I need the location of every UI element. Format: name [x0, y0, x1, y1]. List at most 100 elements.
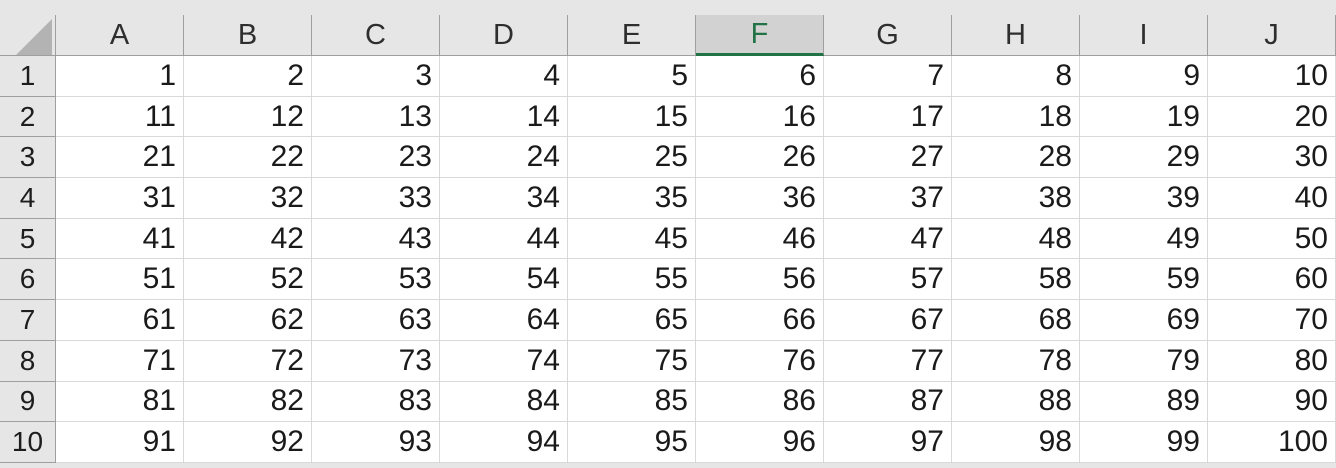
- row-header-9[interactable]: 9: [0, 381, 56, 423]
- cell-C7[interactable]: 63: [312, 300, 440, 341]
- cell-C8[interactable]: 73: [312, 340, 440, 382]
- cell-E3[interactable]: 25: [568, 137, 696, 179]
- cell-F8[interactable]: 76: [696, 340, 824, 382]
- cell-E2[interactable]: 15: [568, 96, 696, 138]
- cell-J9[interactable]: 90: [1208, 381, 1336, 423]
- cell-G2[interactable]: 17: [824, 96, 952, 138]
- cell-H5[interactable]: 48: [952, 218, 1080, 260]
- cell-F9[interactable]: 86: [696, 381, 824, 423]
- cell-B6[interactable]: 52: [184, 259, 312, 301]
- cell-I1[interactable]: 9: [1080, 56, 1208, 97]
- cell-H6[interactable]: 58: [952, 259, 1080, 301]
- cell-I10[interactable]: 99: [1080, 422, 1208, 463]
- cell-D6[interactable]: 54: [440, 259, 568, 301]
- cell-A6[interactable]: 51: [56, 259, 184, 301]
- cell-J8[interactable]: 80: [1208, 340, 1336, 382]
- cell-G6[interactable]: 57: [824, 259, 952, 301]
- cell-J10[interactable]: 100: [1208, 422, 1336, 463]
- cell-B3[interactable]: 22: [184, 137, 312, 179]
- cell-D1[interactable]: 4: [440, 56, 568, 97]
- cell-G3[interactable]: 27: [824, 137, 952, 179]
- cell-A3[interactable]: 21: [56, 137, 184, 179]
- row-header-4[interactable]: 4: [0, 178, 56, 219]
- cell-A7[interactable]: 61: [56, 300, 184, 341]
- cell-E4[interactable]: 35: [568, 178, 696, 219]
- select-all-button[interactable]: [0, 15, 56, 56]
- cell-I4[interactable]: 39: [1080, 178, 1208, 219]
- cell-J3[interactable]: 30: [1208, 137, 1336, 179]
- cell-G4[interactable]: 37: [824, 178, 952, 219]
- cell-B5[interactable]: 42: [184, 218, 312, 260]
- cell-F1[interactable]: 6: [696, 56, 824, 97]
- cell-A1[interactable]: 1: [56, 56, 184, 97]
- cell-G7[interactable]: 67: [824, 300, 952, 341]
- cell-A9[interactable]: 81: [56, 381, 184, 423]
- cell-D3[interactable]: 24: [440, 137, 568, 179]
- cell-I7[interactable]: 69: [1080, 300, 1208, 341]
- cell-C4[interactable]: 33: [312, 178, 440, 219]
- cell-A2[interactable]: 11: [56, 96, 184, 138]
- cell-I6[interactable]: 59: [1080, 259, 1208, 301]
- cell-E10[interactable]: 95: [568, 422, 696, 463]
- cell-I9[interactable]: 89: [1080, 381, 1208, 423]
- cell-D2[interactable]: 14: [440, 96, 568, 138]
- cell-B1[interactable]: 2: [184, 56, 312, 97]
- cell-C2[interactable]: 13: [312, 96, 440, 138]
- cell-D5[interactable]: 44: [440, 218, 568, 260]
- row-header-3[interactable]: 3: [0, 137, 56, 179]
- cell-J2[interactable]: 20: [1208, 96, 1336, 138]
- cell-H4[interactable]: 38: [952, 178, 1080, 219]
- cell-E1[interactable]: 5: [568, 56, 696, 97]
- cell-B4[interactable]: 32: [184, 178, 312, 219]
- cell-H9[interactable]: 88: [952, 381, 1080, 423]
- cell-C1[interactable]: 3: [312, 56, 440, 97]
- cell-H10[interactable]: 98: [952, 422, 1080, 463]
- cell-D8[interactable]: 74: [440, 340, 568, 382]
- cell-I5[interactable]: 49: [1080, 218, 1208, 260]
- cell-J1[interactable]: 10: [1208, 56, 1336, 97]
- cell-D7[interactable]: 64: [440, 300, 568, 341]
- cell-F7[interactable]: 66: [696, 300, 824, 341]
- column-header-A[interactable]: A: [56, 15, 184, 56]
- cell-B9[interactable]: 82: [184, 381, 312, 423]
- cell-E6[interactable]: 55: [568, 259, 696, 301]
- cell-D9[interactable]: 84: [440, 381, 568, 423]
- cell-B7[interactable]: 62: [184, 300, 312, 341]
- row-header-1[interactable]: 1: [0, 56, 56, 97]
- cell-C10[interactable]: 93: [312, 422, 440, 463]
- cell-J7[interactable]: 70: [1208, 300, 1336, 341]
- cell-B8[interactable]: 72: [184, 340, 312, 382]
- cell-F10[interactable]: 96: [696, 422, 824, 463]
- cell-H3[interactable]: 28: [952, 137, 1080, 179]
- cell-H1[interactable]: 8: [952, 56, 1080, 97]
- cell-C6[interactable]: 53: [312, 259, 440, 301]
- cell-C3[interactable]: 23: [312, 137, 440, 179]
- cell-B2[interactable]: 12: [184, 96, 312, 138]
- cell-J5[interactable]: 50: [1208, 218, 1336, 260]
- row-header-6[interactable]: 6: [0, 259, 56, 301]
- cell-C5[interactable]: 43: [312, 218, 440, 260]
- cell-D4[interactable]: 34: [440, 178, 568, 219]
- row-header-7[interactable]: 7: [0, 300, 56, 341]
- column-header-I[interactable]: I: [1080, 15, 1208, 56]
- cell-F5[interactable]: 46: [696, 218, 824, 260]
- row-header-2[interactable]: 2: [0, 96, 56, 138]
- cell-J6[interactable]: 60: [1208, 259, 1336, 301]
- column-header-D[interactable]: D: [440, 15, 568, 56]
- cell-A4[interactable]: 31: [56, 178, 184, 219]
- column-header-G[interactable]: G: [824, 15, 952, 56]
- column-header-C[interactable]: C: [312, 15, 440, 56]
- row-header-10[interactable]: 10: [0, 422, 56, 463]
- cell-H2[interactable]: 18: [952, 96, 1080, 138]
- cell-G1[interactable]: 7: [824, 56, 952, 97]
- cell-D10[interactable]: 94: [440, 422, 568, 463]
- cell-H8[interactable]: 78: [952, 340, 1080, 382]
- cell-E8[interactable]: 75: [568, 340, 696, 382]
- cell-I8[interactable]: 79: [1080, 340, 1208, 382]
- cell-G9[interactable]: 87: [824, 381, 952, 423]
- column-header-F[interactable]: F: [696, 15, 824, 56]
- column-header-B[interactable]: B: [184, 15, 312, 56]
- cell-G8[interactable]: 77: [824, 340, 952, 382]
- cell-A8[interactable]: 71: [56, 340, 184, 382]
- column-header-H[interactable]: H: [952, 15, 1080, 56]
